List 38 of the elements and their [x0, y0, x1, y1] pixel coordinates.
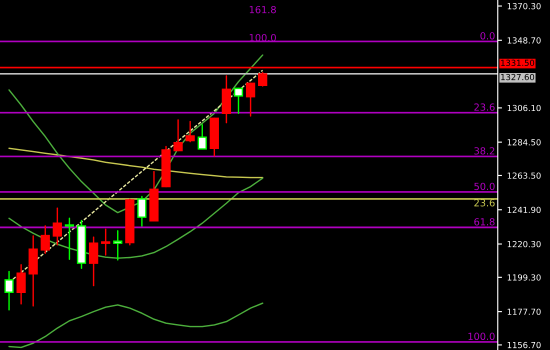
- annotation: 100.0: [468, 332, 495, 340]
- y-tick-label: 1199.30: [508, 274, 541, 281]
- y-tick-label: 1284.50: [508, 139, 541, 146]
- candlestick: [40, 225, 50, 254]
- candlestick: [186, 120, 195, 142]
- y-tick-label: 1306.10: [508, 104, 541, 112]
- annotation: 50.0: [474, 182, 495, 190]
- annotation: 100.0: [250, 34, 276, 42]
- y-tick-label: 1348.70: [508, 37, 541, 44]
- y-tick-label: 1156.70: [508, 342, 541, 348]
- annotation: 0.0: [480, 32, 495, 40]
- candlestick: [198, 124, 207, 150]
- y-tick-label: 1220.30: [508, 240, 541, 248]
- candlestick: [88, 236, 98, 286]
- y-tick-label: 1241.90: [508, 206, 541, 214]
- candlestick: [234, 88, 244, 114]
- candlestick: [258, 72, 268, 87]
- annotation: 38.2: [474, 147, 494, 155]
- y-tick-label: 1263.50: [508, 172, 541, 179]
- candlestick: [64, 218, 74, 260]
- annotation: 61.8: [474, 218, 495, 226]
- ref-line-label: 1327.60: [501, 74, 534, 80]
- line-series: [8, 148, 264, 178]
- candlestick: [4, 270, 14, 311]
- candlestick: [222, 75, 232, 124]
- line-series: [8, 302, 264, 348]
- ref-line-label: 1331.50: [501, 60, 534, 66]
- candlestick: [16, 264, 26, 305]
- annotation: 161.8: [250, 6, 276, 14]
- candlestick: [52, 207, 62, 246]
- y-tick-label: 1370.30: [508, 3, 541, 10]
- candlestick: [101, 228, 110, 256]
- candlestick: [137, 196, 147, 227]
- candlestick: [173, 119, 183, 152]
- candlestick: [246, 82, 256, 117]
- annotation: 23.6: [474, 103, 495, 111]
- y-tick-label: 1177.70: [508, 308, 541, 315]
- candlestick: [113, 230, 122, 261]
